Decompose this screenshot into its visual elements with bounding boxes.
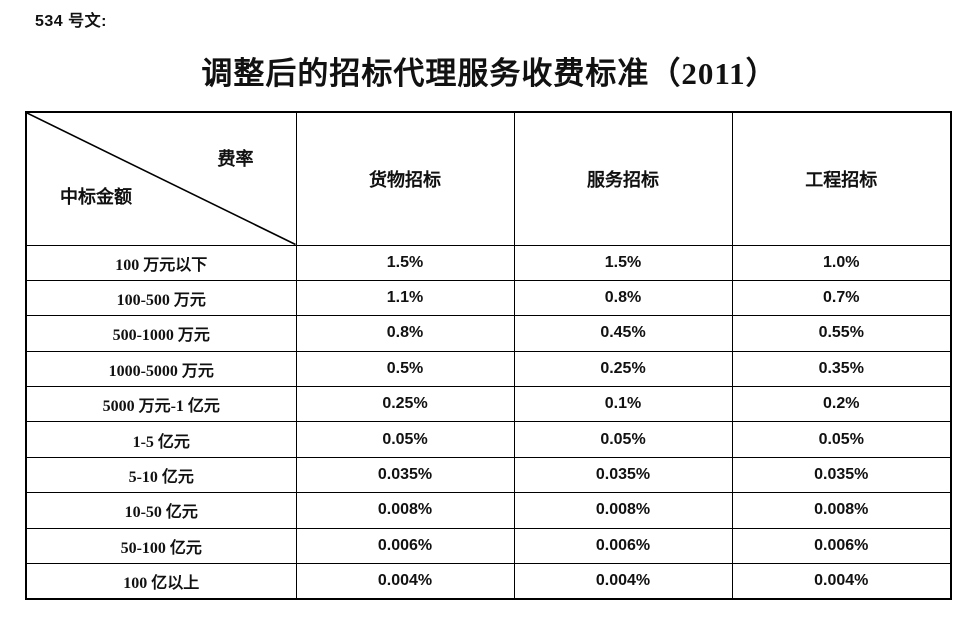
amount-range-cell: 500-1000 万元	[25, 315, 297, 352]
rate-cell: 0.8%	[513, 279, 733, 317]
corner-rate-label: 费率	[217, 149, 254, 169]
rate-cell: 0.1%	[513, 386, 733, 423]
rate-cell: 0.55%	[731, 315, 952, 352]
table-row: 500-1000 万元 0.8% 0.45% 0.55%	[25, 315, 952, 352]
rate-cell: 0.8%	[295, 315, 515, 352]
rate-cell: 0.008%	[513, 492, 733, 529]
rate-cell: 0.004%	[513, 563, 733, 600]
column-header-engineering: 工程招标	[731, 111, 952, 246]
table-row: 1-5 亿元 0.05% 0.05% 0.05%	[25, 421, 952, 458]
diagonal-header-cell: 费率 中标金额	[25, 111, 297, 246]
amount-range-cell: 1000-5000 万元	[25, 350, 297, 388]
column-header-services: 服务招标	[513, 111, 733, 246]
rate-cell: 0.5%	[295, 350, 515, 388]
rate-cell: 0.035%	[513, 456, 733, 494]
table-row: 10-50 亿元 0.008% 0.008% 0.008%	[25, 492, 952, 529]
rate-cell: 0.004%	[295, 563, 515, 600]
rate-cell: 1.0%	[731, 244, 952, 281]
rate-cell: 0.7%	[731, 279, 952, 317]
rate-cell: 0.006%	[731, 527, 952, 565]
rate-cell: 0.05%	[513, 421, 733, 458]
amount-range-cell: 100 万元以下	[25, 244, 297, 281]
rate-cell: 0.05%	[731, 421, 952, 458]
rate-cell: 0.25%	[295, 386, 515, 423]
rate-cell: 0.006%	[513, 527, 733, 565]
rate-cell: 1.1%	[295, 279, 515, 317]
rate-cell: 0.008%	[295, 492, 515, 529]
rate-cell: 0.004%	[731, 563, 952, 600]
table-row: 50-100 亿元 0.006% 0.006% 0.006%	[25, 527, 952, 565]
amount-range-cell: 5-10 亿元	[25, 456, 297, 494]
amount-range-cell: 5000 万元-1 亿元	[25, 386, 297, 423]
rate-cell: 0.45%	[513, 315, 733, 352]
table-row: 100 万元以下 1.5% 1.5% 1.0%	[25, 244, 952, 281]
rate-cell: 0.2%	[731, 386, 952, 423]
table-row: 5000 万元-1 亿元 0.25% 0.1% 0.2%	[25, 386, 952, 423]
table-row: 5-10 亿元 0.035% 0.035% 0.035%	[25, 456, 952, 494]
rate-cell: 0.006%	[295, 527, 515, 565]
header-row: 费率 中标金额 货物招标 服务招标 工程招标	[25, 111, 952, 246]
rate-cell: 0.05%	[295, 421, 515, 458]
rate-cell: 1.5%	[513, 244, 733, 281]
document-number-label: 534 号文:	[35, 13, 107, 30]
page-title: 调整后的招标代理服务收费标准（2011）	[201, 56, 778, 91]
column-header-goods: 货物招标	[295, 111, 515, 246]
fee-standard-table: 费率 中标金额 货物招标 服务招标 工程招标 100 万元以下 1.5% 1.5…	[25, 111, 952, 600]
rate-cell: 0.35%	[731, 350, 952, 388]
table-row: 1000-5000 万元 0.5% 0.25% 0.35%	[25, 350, 952, 388]
amount-range-cell: 100-500 万元	[25, 279, 297, 317]
amount-range-cell: 50-100 亿元	[25, 527, 297, 565]
rate-cell: 1.5%	[295, 244, 515, 281]
corner-amount-label: 中标金额	[60, 187, 132, 207]
rate-cell: 0.035%	[731, 456, 952, 494]
amount-range-cell: 100 亿以上	[25, 563, 297, 600]
table-row: 100 亿以上 0.004% 0.004% 0.004%	[25, 563, 952, 600]
diagonal-divider-line	[27, 113, 296, 245]
amount-range-cell: 1-5 亿元	[25, 421, 297, 458]
amount-range-cell: 10-50 亿元	[25, 492, 297, 529]
table-row: 100-500 万元 1.1% 0.8% 0.7%	[25, 279, 952, 317]
rate-cell: 0.25%	[513, 350, 733, 388]
rate-cell: 0.008%	[731, 492, 952, 529]
rate-cell: 0.035%	[295, 456, 515, 494]
